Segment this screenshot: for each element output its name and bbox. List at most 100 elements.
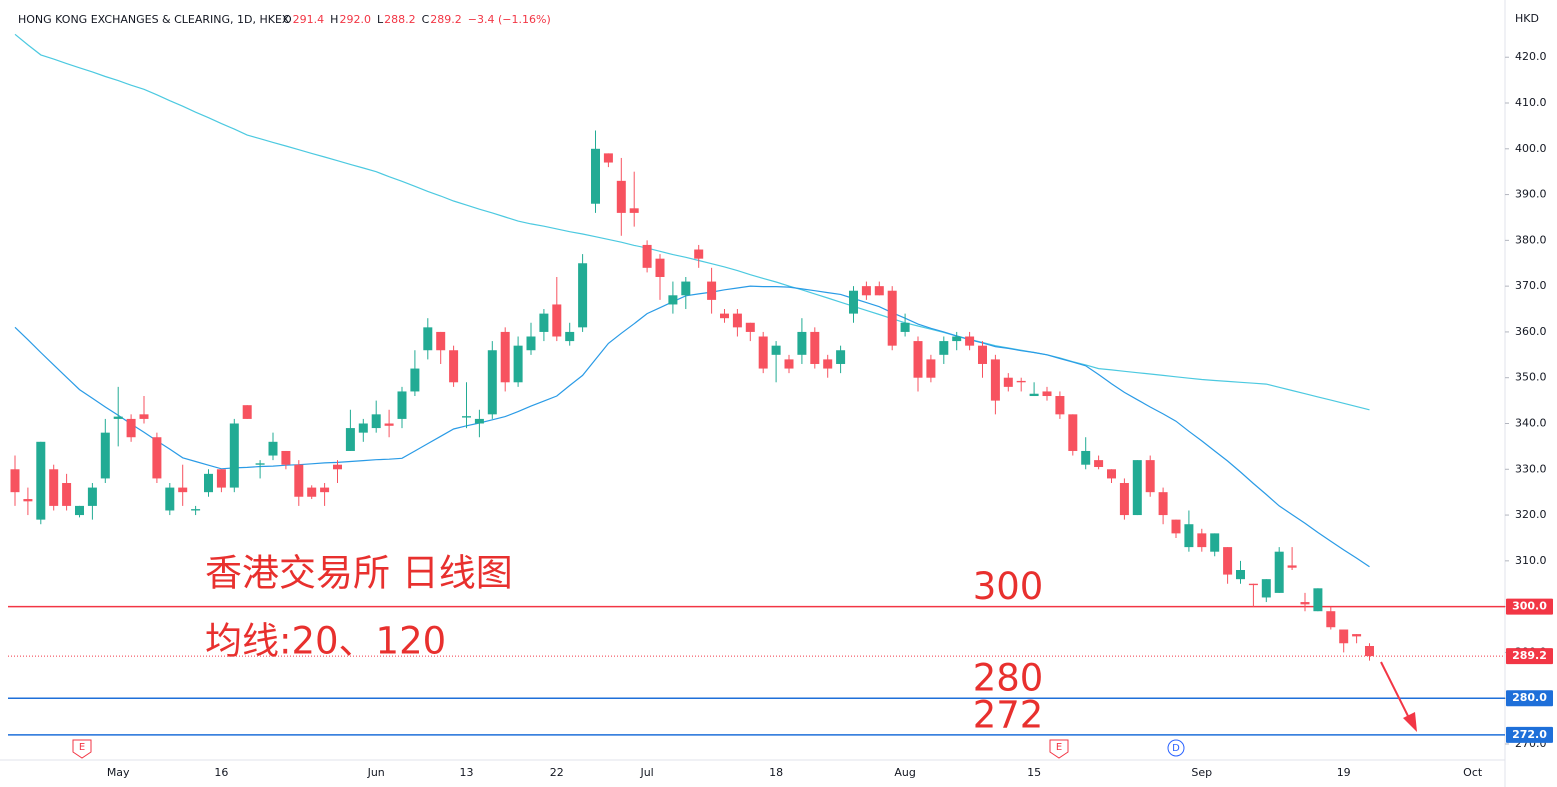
candle-body <box>294 464 304 497</box>
candle-body <box>1365 646 1374 657</box>
candle-body <box>410 368 420 392</box>
candle-body <box>965 336 975 346</box>
candle-body <box>565 331 575 342</box>
candle-body <box>1248 583 1258 586</box>
ohlc-key: C <box>422 13 430 26</box>
candle-body <box>591 148 600 204</box>
candle-body <box>887 290 897 346</box>
candle-body <box>320 487 330 493</box>
level-label: 289.2 <box>1512 649 1547 662</box>
candle-body <box>1068 414 1078 451</box>
candle-body <box>926 359 936 378</box>
candle-body <box>229 423 239 488</box>
x-tick-label: 18 <box>769 766 783 779</box>
candle-body <box>191 509 201 511</box>
candle-body <box>810 331 820 364</box>
candle-body <box>462 416 471 418</box>
marker-shape <box>1049 739 1069 759</box>
candle-body <box>139 414 149 419</box>
y-tick-label: 340.0 <box>1515 416 1547 429</box>
earnings-marker[interactable]: E <box>72 739 92 759</box>
candle-body <box>255 463 265 465</box>
dividend-marker[interactable]: D <box>1167 739 1185 757</box>
marker-label: D <box>1172 743 1180 754</box>
symbol-title: HONG KONG EXCHANGES & CLEARING, 1D, HKEX <box>18 13 290 26</box>
level-label: 300.0 <box>1512 600 1547 613</box>
candle-body <box>397 391 407 419</box>
candle-body <box>1352 634 1362 637</box>
candle-body <box>1029 393 1039 397</box>
candle-body <box>1171 519 1181 534</box>
marker-label: E <box>79 742 85 753</box>
candle-body <box>307 487 317 497</box>
candle-body <box>1016 380 1026 383</box>
candle-body <box>1274 551 1284 593</box>
ma-line <box>14 285 1370 568</box>
candle-body <box>281 450 291 465</box>
candle-body <box>681 281 691 296</box>
candle-body <box>1119 483 1129 516</box>
candle-body <box>513 345 523 383</box>
level-note: 300 <box>973 565 1044 608</box>
change: −3.4 (−1.16%) <box>468 13 551 26</box>
candle-body <box>900 322 910 332</box>
candle-body <box>539 313 549 332</box>
y-tick-label: 310.0 <box>1515 554 1547 567</box>
y-tick-label: 420.0 <box>1515 50 1547 63</box>
x-tick-label: May <box>107 766 130 779</box>
y-tick-label: 410.0 <box>1515 96 1547 109</box>
y-tick-label: 380.0 <box>1515 233 1547 246</box>
candle-body <box>358 423 368 433</box>
y-tick-label: 370.0 <box>1515 279 1547 292</box>
candle-body <box>1261 579 1271 598</box>
level-badge <box>1506 726 1553 743</box>
candle-body <box>384 423 394 426</box>
candle-body <box>952 336 962 342</box>
candle-body <box>784 359 794 369</box>
ohlc-value: 292.0 <box>339 13 371 26</box>
level-label: 272.0 <box>1512 728 1547 741</box>
candle-body <box>1313 588 1323 612</box>
level-badge <box>1506 690 1553 707</box>
candle-body <box>1184 524 1194 548</box>
candle-body <box>242 405 252 419</box>
candle-body <box>75 505 84 516</box>
candle-body <box>1081 450 1091 465</box>
ohlc-readout: O 291.4 H 292.0 L 288.2 C 289.2 −3.4 (−1.16%) <box>283 13 551 26</box>
candle-body <box>552 304 562 337</box>
candle-body <box>152 437 162 479</box>
level-label: 280.0 <box>1512 691 1547 704</box>
x-tick-label: 15 <box>1027 766 1041 779</box>
candle-body <box>745 322 755 332</box>
candle-body <box>758 336 768 369</box>
x-tick-label: 22 <box>550 766 564 779</box>
candle-body <box>720 313 729 319</box>
earnings-marker[interactable]: E <box>1049 739 1069 759</box>
candle-body <box>1326 611 1336 628</box>
candle-body <box>629 208 639 213</box>
arrow-head <box>1403 712 1417 732</box>
ma-line <box>14 33 1370 411</box>
candle-body <box>836 350 846 364</box>
x-tick-label: 19 <box>1337 766 1351 779</box>
candle-body <box>694 249 704 259</box>
candle-body <box>216 469 226 488</box>
candle-body <box>23 499 33 502</box>
candle-body <box>861 286 871 296</box>
x-tick-label: 16 <box>214 766 228 779</box>
x-tick-label: Sep <box>1191 766 1212 779</box>
candle-body <box>49 469 59 506</box>
candle-body <box>36 441 46 520</box>
level-badge <box>1506 648 1553 665</box>
candle-body <box>978 345 987 364</box>
candle-body <box>449 350 459 383</box>
candle-body <box>1003 377 1013 387</box>
y-tick-label: 350.0 <box>1515 371 1547 384</box>
arrow-shaft <box>1380 661 1411 721</box>
ohlc-key: O <box>283 13 292 26</box>
candle-body <box>1132 460 1142 516</box>
level-note: 272 <box>973 693 1044 736</box>
candle-body <box>62 483 72 506</box>
x-tick-label: Oct <box>1463 766 1483 779</box>
